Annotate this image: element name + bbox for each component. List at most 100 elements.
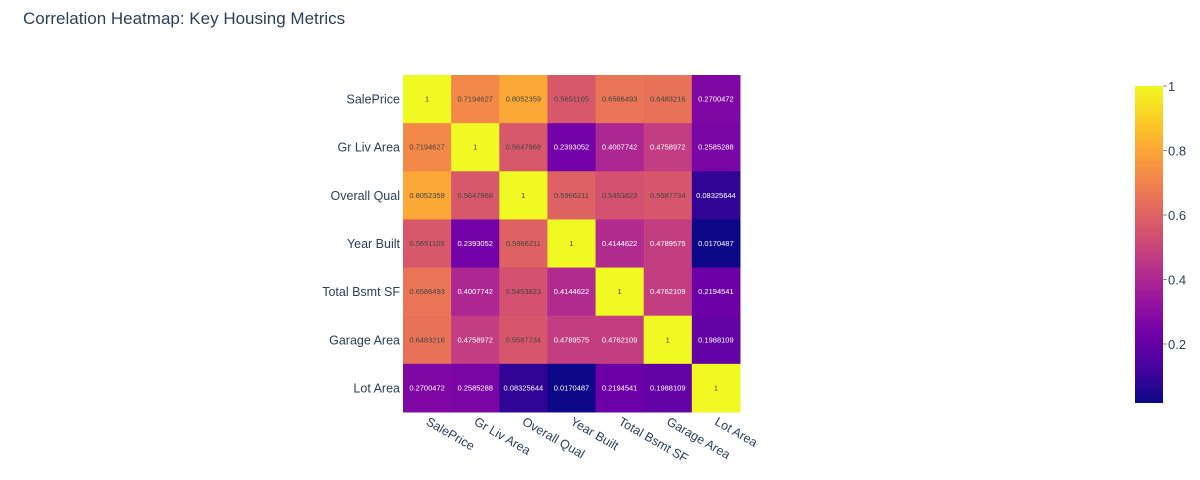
cell-value-label: 0.1988109 — [698, 335, 733, 344]
heatmap-cell — [451, 75, 500, 124]
heatmap-cell — [547, 123, 597, 172]
heatmap-cell — [691, 219, 741, 269]
heatmap-cell — [595, 315, 645, 365]
cell-value-label: 1 — [569, 239, 573, 248]
heatmap-cell — [643, 363, 693, 413]
heatmap-cell — [499, 219, 548, 269]
heatmap-cell — [643, 123, 693, 172]
cell-value-label: 0.2393052 — [457, 239, 492, 248]
cell-value-label: 0.5651105 — [554, 95, 589, 104]
heatmap-cell — [643, 171, 693, 220]
cell-value-label: 0.2393052 — [554, 143, 589, 152]
y-tick-label: Total Bsmt SF — [322, 285, 400, 299]
y-axis-labels: SalePrice Gr Liv Area Overall Qual Year Bui… — [322, 93, 400, 396]
heatmap-cell — [451, 171, 500, 220]
heatmap-cell — [451, 363, 500, 413]
heatmap-cells: 1 0.7194627 0.8052359 0.5651105 0.6586493 0.6… — [403, 75, 741, 413]
colorbar-tick-label: 0.2 — [1168, 337, 1186, 352]
colorbar-tick-label: 0.6 — [1168, 208, 1186, 223]
heatmap-cell — [547, 75, 597, 124]
colorbar-tick-label: 0.8 — [1168, 144, 1186, 159]
cell-value-label: 0.4758972 — [457, 335, 492, 344]
heatmap-cell — [595, 267, 645, 317]
cell-value-label: 0.4762109 — [650, 287, 685, 296]
heatmap-cell — [595, 363, 645, 413]
heatmap-cell — [403, 171, 452, 220]
cell-value-label: 0.5453823 — [602, 191, 637, 200]
cell-value-label: 0.2585288 — [457, 383, 492, 392]
cell-value-label: 0.5587734 — [650, 191, 685, 200]
heatmap-cell — [499, 75, 548, 124]
cell-value-label: 0.7194627 — [409, 143, 444, 152]
cell-value-label: 0.4758972 — [650, 143, 685, 152]
cell-value-label: 0.5587734 — [506, 335, 541, 344]
heatmap-cell — [499, 171, 548, 220]
cell-value-label: 0.7194627 — [457, 95, 492, 104]
cell-value-label: 0.6483216 — [650, 95, 685, 104]
cell-value-label: 0.4762109 — [602, 335, 637, 344]
heatmap-cell — [595, 219, 645, 269]
cell-value-label: 0.0170487 — [554, 383, 589, 392]
cell-value-label: 0.4789575 — [554, 335, 589, 344]
heatmap-cell — [547, 363, 597, 413]
x-tick-label: SalePrice — [424, 414, 477, 453]
cell-value-label: 0.5651105 — [410, 239, 445, 248]
heatmap-cell — [643, 267, 693, 317]
cell-value-label: 0.0170487 — [698, 239, 733, 248]
cell-value-label: 0.4007742 — [457, 287, 492, 296]
cell-value-label: 0.2700472 — [698, 95, 733, 104]
heatmap-cell — [499, 123, 548, 172]
heatmap-cell — [451, 315, 500, 365]
cell-value-label: 1 — [521, 191, 525, 200]
y-tick-label: Garage Area — [329, 333, 400, 347]
heatmap-cell — [691, 171, 741, 220]
cell-value-label: 0.08325644 — [696, 191, 736, 200]
cell-value-label: 0.4144622 — [602, 239, 637, 248]
cell-value-label: 1 — [714, 383, 718, 392]
heatmap-cell — [403, 363, 452, 413]
cell-value-label: 0.08325644 — [504, 383, 544, 392]
heatmap-cell — [643, 219, 693, 269]
cell-value-label: 0.6586493 — [602, 95, 637, 104]
heatmap-cell — [451, 267, 500, 317]
heatmap-cell — [691, 363, 741, 413]
cell-value-label: 0.5966211 — [554, 191, 589, 200]
heatmap-cell — [595, 123, 645, 172]
heatmap-cell — [403, 267, 452, 317]
y-tick-label: Lot Area — [353, 381, 400, 395]
heatmap-cell — [691, 267, 741, 317]
colorbar-tick-label: 0.4 — [1168, 273, 1186, 288]
cell-value-label: 0.6483216 — [409, 335, 444, 344]
y-tick-label: Year Built — [347, 237, 401, 251]
heatmap-cell — [499, 363, 548, 413]
colorbar-tick-labels: 0.2 0.4 0.6 0.8 1 — [1163, 79, 1186, 352]
y-tick-label: Gr Liv Area — [337, 141, 400, 155]
heatmap-cell — [643, 315, 693, 365]
heatmap-cell — [691, 123, 741, 172]
heatmap-cell — [451, 219, 500, 269]
colorbar — [1135, 86, 1163, 403]
cell-value-label: 0.1988109 — [650, 383, 685, 392]
heatmap-cell — [547, 267, 597, 317]
cell-value-label: 0.2194541 — [602, 383, 637, 392]
chart-title: Correlation Heatmap: Key Housing Metrics — [23, 9, 346, 28]
heatmap-cell — [691, 75, 741, 124]
y-tick-label: Overall Qual — [331, 189, 400, 203]
cell-value-label: 0.4144622 — [554, 287, 589, 296]
heatmap-cell — [499, 315, 548, 365]
cell-value-label: 1 — [473, 143, 477, 152]
heatmap-cell — [403, 75, 452, 124]
heatmap-cell — [595, 171, 645, 220]
heatmap-cell — [547, 315, 597, 365]
cell-value-label: 1 — [618, 287, 622, 296]
cell-value-label: 1 — [425, 95, 429, 104]
cell-value-label: 0.4007742 — [602, 143, 637, 152]
cell-value-label: 0.5647968 — [506, 143, 541, 152]
heatmap-cell — [451, 123, 500, 172]
heatmap-cell — [643, 75, 693, 124]
heatmap-cell — [499, 267, 548, 317]
cell-value-label: 0.5966211 — [506, 239, 541, 248]
heatmap-cell — [691, 315, 741, 365]
